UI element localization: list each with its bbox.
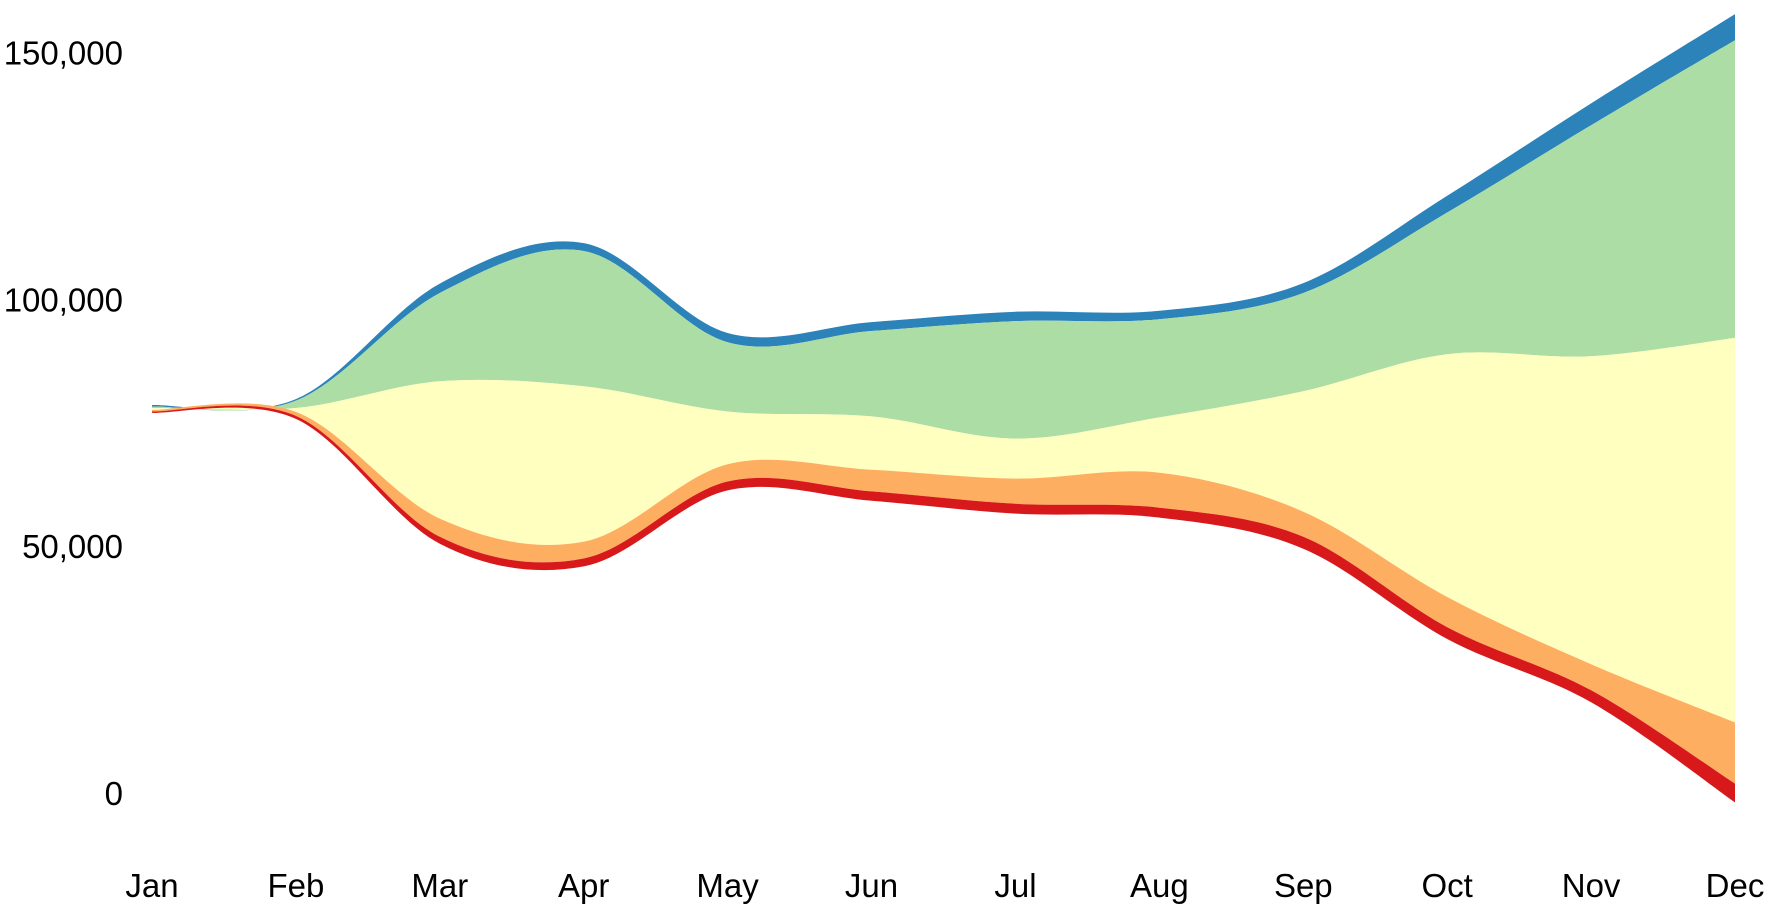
x-axis-month-label: Jul: [994, 867, 1036, 904]
x-axis-month-label: Feb: [267, 867, 324, 904]
x-axis: Jan Feb Mar Apr May Jun Jul Aug Sep Oct Nov Dec: [125, 867, 1764, 904]
orange-band: [152, 403, 1735, 784]
y-axis-tick-label: 50,000: [22, 528, 123, 565]
y-axis-tick-label: 100,000: [4, 281, 123, 318]
x-axis-month-label: Nov: [1562, 867, 1621, 904]
x-axis-month-label: Jan: [125, 867, 178, 904]
green-band: [152, 40, 1735, 439]
y-axis-tick-label: 150,000: [4, 35, 123, 72]
x-axis-month-label: Aug: [1130, 867, 1189, 904]
x-axis-month-label: Dec: [1706, 867, 1765, 904]
x-axis-month-label: Jun: [845, 867, 898, 904]
bands-layer: [152, 14, 1735, 803]
x-axis-month-label: Sep: [1274, 867, 1333, 904]
x-axis-month-label: Oct: [1422, 867, 1473, 904]
yellow-middle-band: [152, 337, 1735, 723]
x-axis-month-label: Apr: [558, 867, 609, 904]
y-axis: 0 50,000 100,000 150,000: [4, 35, 123, 812]
x-axis-month-label: Mar: [411, 867, 468, 904]
x-axis-month-label: May: [696, 867, 759, 904]
y-axis-tick-label: 0: [105, 775, 123, 812]
